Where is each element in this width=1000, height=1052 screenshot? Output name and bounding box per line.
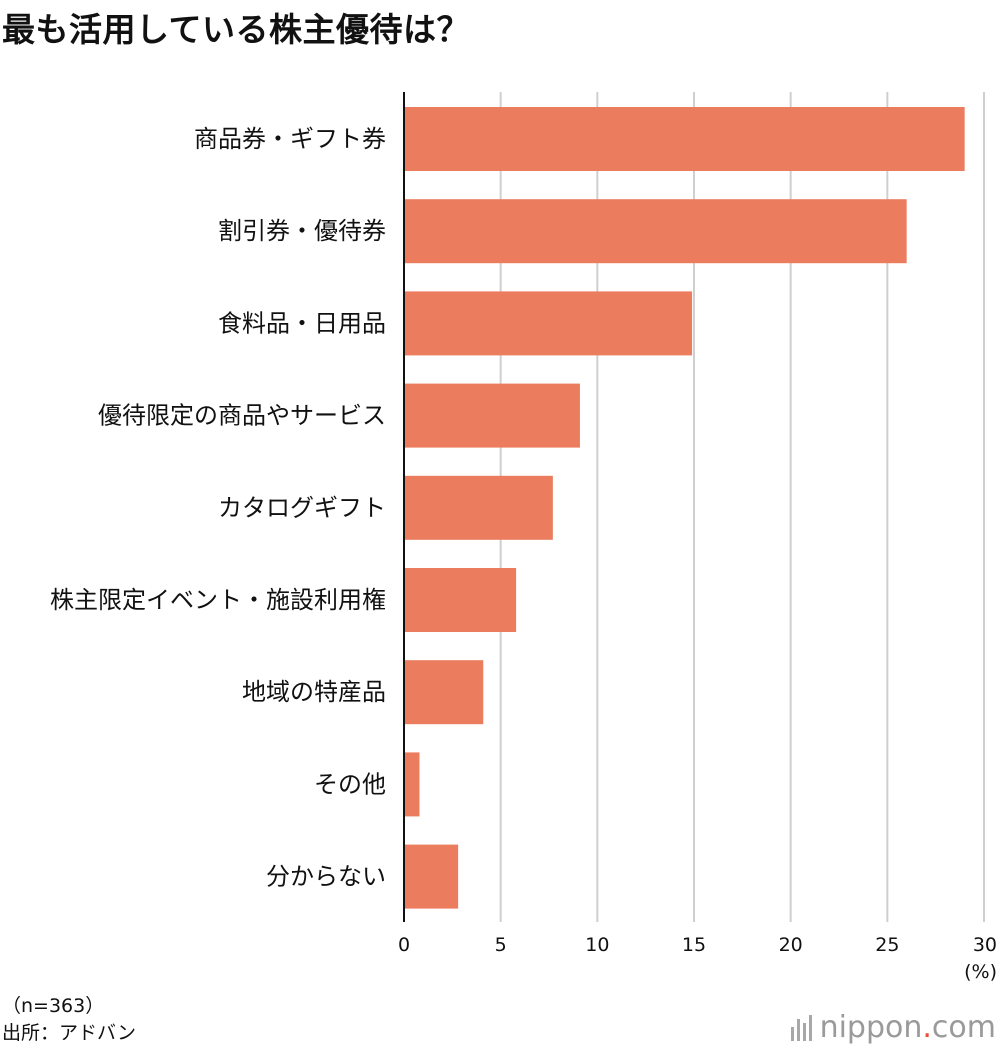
source-note: 出所：アドバン bbox=[2, 1022, 136, 1044]
category-label: 食料品・日用品 bbox=[218, 309, 386, 337]
x-tick-label: 15 bbox=[682, 934, 706, 956]
sample-size-note: （n=363） bbox=[2, 995, 105, 1017]
category-label: 商品券・ギフト券 bbox=[194, 125, 386, 153]
brand-name: nippon bbox=[819, 1010, 923, 1045]
bar bbox=[404, 475, 553, 540]
category-label: 株主限定イベント・施設利用権 bbox=[50, 586, 386, 614]
bar bbox=[404, 844, 459, 909]
x-tick-label: 0 bbox=[398, 934, 410, 956]
x-tick-label: 25 bbox=[875, 934, 899, 956]
bar bbox=[404, 291, 693, 356]
bar bbox=[404, 383, 580, 448]
x-tick-label: 10 bbox=[585, 934, 609, 956]
nippon-bars-icon bbox=[790, 1014, 812, 1041]
category-label: 割引券・優待券 bbox=[218, 217, 386, 245]
bar bbox=[404, 107, 965, 171]
x-tick-label: 5 bbox=[495, 934, 507, 956]
bar bbox=[404, 660, 484, 725]
brand-suffix: com bbox=[931, 1010, 996, 1045]
brand-dot: . bbox=[922, 1010, 932, 1045]
bar bbox=[404, 568, 517, 632]
x-tick-label: 30 bbox=[973, 934, 997, 956]
brand-text: nippon.com bbox=[820, 1010, 996, 1045]
chart-title: 最も活用している株主優待は？ bbox=[2, 10, 471, 49]
category-label: 優待限定の商品やサービス bbox=[98, 402, 386, 430]
nippon-logo: nippon.com bbox=[790, 1010, 996, 1045]
bar bbox=[404, 752, 420, 817]
x-tick-label: 20 bbox=[779, 934, 803, 956]
category-label: 地域の特産品 bbox=[242, 678, 386, 706]
category-label: その他 bbox=[314, 770, 386, 798]
category-label: 分からない bbox=[266, 863, 386, 891]
bar bbox=[404, 199, 907, 264]
category-label: カタログギフト bbox=[218, 494, 386, 522]
x-axis-unit-label: (%) bbox=[964, 961, 997, 983]
